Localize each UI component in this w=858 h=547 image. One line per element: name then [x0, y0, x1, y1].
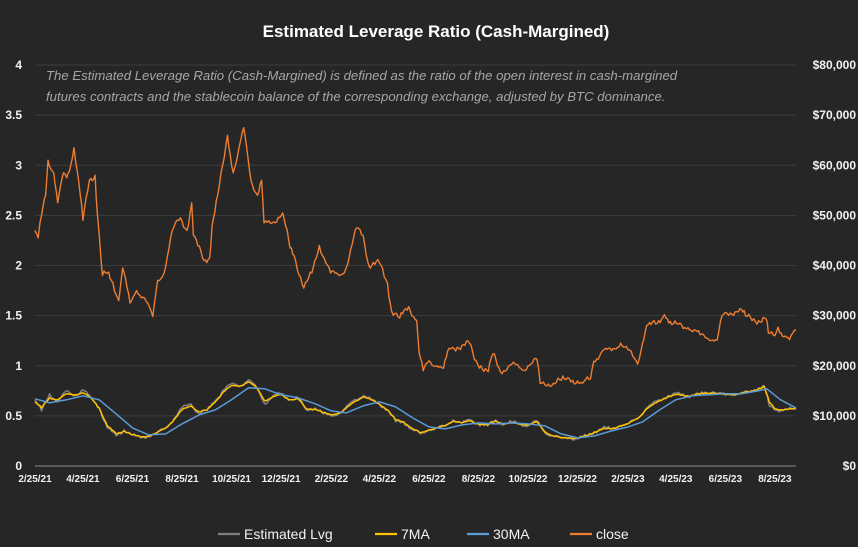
right-tick-label: $50,000: [813, 208, 857, 222]
annotation-line-1: The Estimated Leverage Ratio (Cash-Margi…: [46, 68, 678, 83]
legend-label: 30MA: [493, 526, 530, 542]
chart-annotation: The Estimated Leverage Ratio (Cash-Margi…: [46, 68, 678, 104]
right-tick-label: $30,000: [813, 309, 857, 323]
right-tick-label: $10,000: [813, 409, 857, 423]
series-line-30ma: [34, 387, 797, 439]
legend-label: close: [596, 526, 629, 542]
legend-label: Estimated Lvg: [244, 526, 333, 542]
x-tick-label: 8/25/21: [165, 474, 199, 485]
left-tick-label: 2.5: [5, 208, 22, 222]
x-tick-label: 12/25/22: [558, 474, 597, 485]
x-axis: 2/25/21 4/25/21 6/25/21 8/25/21 10/25/21 12/2…: [18, 474, 792, 485]
series-line-7ma: [34, 381, 797, 440]
x-tick-label: 2/25/22: [315, 474, 349, 485]
legend-label: 7MA: [401, 526, 430, 542]
annotation-line-2: futures contracts and the stablecoin bal…: [46, 89, 665, 104]
right-tick-label: $60,000: [813, 158, 857, 172]
x-tick-label: 8/25/22: [462, 474, 496, 485]
legend: Estimated Lvg 7MA 30MA close: [218, 526, 629, 542]
x-tick-label: 4/25/21: [66, 474, 100, 485]
right-tick-label: $20,000: [813, 359, 857, 373]
right-y-axis: $0 $10,000 $20,000 $30,000 $40,000 $50,000 $60…: [813, 58, 857, 473]
gridlines: [35, 64, 796, 467]
right-tick-label: $0: [843, 459, 857, 473]
x-tick-label: 4/25/23: [659, 474, 693, 485]
left-tick-label: 1.5: [5, 309, 22, 323]
x-tick-label: 10/25/22: [509, 474, 548, 485]
x-tick-label: 6/25/23: [709, 474, 743, 485]
left-y-axis: 0 0.5 1 1.5 2 2.5 3 3.5 4: [5, 58, 22, 473]
left-tick-label: 1: [15, 359, 22, 373]
x-tick-label: 2/25/21: [18, 474, 52, 485]
left-tick-label: 4: [15, 58, 22, 72]
chart-title: Estimated Leverage Ratio (Cash-Margined): [263, 22, 610, 41]
right-tick-label: $70,000: [813, 108, 857, 122]
x-tick-label: 6/25/22: [412, 474, 446, 485]
series-line-close: [34, 127, 797, 387]
left-tick-label: 0: [15, 459, 22, 473]
x-tick-label: 12/25/21: [262, 474, 301, 485]
left-tick-label: 3: [15, 158, 22, 172]
right-tick-label: $80,000: [813, 58, 857, 72]
left-tick-label: 0.5: [5, 409, 22, 423]
x-tick-label: 6/25/21: [116, 474, 150, 485]
right-tick-label: $40,000: [813, 259, 857, 273]
x-tick-label: 8/25/23: [758, 474, 792, 485]
left-tick-label: 2: [15, 259, 22, 273]
x-tick-label: 2/25/23: [611, 474, 645, 485]
left-tick-label: 3.5: [5, 108, 22, 122]
x-tick-label: 10/25/21: [212, 474, 251, 485]
series-lines: [34, 127, 797, 441]
x-tick-label: 4/25/22: [363, 474, 397, 485]
